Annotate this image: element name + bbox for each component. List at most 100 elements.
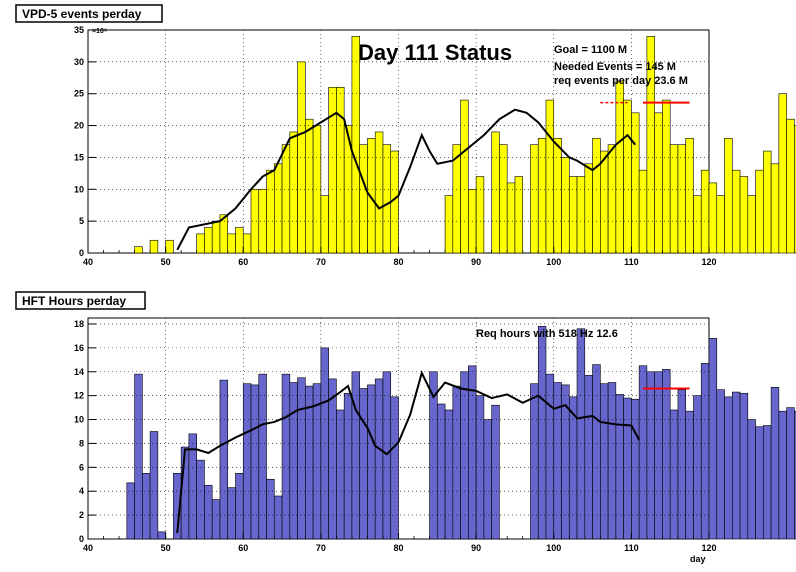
hft-bar (227, 487, 236, 540)
vpd-axes: 40 50 60 70 80 90 100 110 120 0 5 10 15 20 25 30 35 (74, 25, 717, 267)
vpd-y-tick-label: 35 (74, 25, 84, 35)
vpd-bar (770, 163, 780, 254)
hft-bar (390, 396, 399, 540)
hft-x-tick-label: 100 (546, 543, 561, 553)
hft-bar (126, 482, 135, 540)
vpd-bar (537, 138, 547, 254)
vpd-bar (273, 163, 283, 254)
vpd-bar (755, 169, 764, 254)
vpd-bar (506, 182, 516, 254)
vpd-bar (227, 233, 236, 254)
hft-bar (266, 478, 275, 540)
hft-bar (289, 382, 298, 540)
hft-bar (646, 371, 655, 540)
hft-bar (708, 338, 718, 540)
hft-bar (273, 495, 283, 540)
hft-bar (351, 371, 360, 540)
vpd-x-tick-label: 90 (471, 257, 481, 267)
vpd-bar (576, 176, 586, 254)
hft-bar (731, 391, 741, 540)
vpd-y-tick-label: 5 (79, 216, 84, 226)
hft-x-tick-label: 40 (83, 543, 93, 553)
hft-bar (196, 459, 205, 540)
hft-bar (584, 375, 593, 540)
vpd-y-tick-label: 10 (74, 184, 84, 194)
hft-bar (219, 379, 229, 540)
hft-y-tick-label: 6 (79, 462, 84, 472)
vpd-bars (134, 36, 796, 254)
hft-bar (600, 383, 609, 540)
hft-bar (149, 431, 159, 540)
hft-bar (545, 373, 555, 540)
hft-bar (211, 499, 221, 540)
hft-bar (794, 410, 796, 540)
hft-bar (359, 388, 368, 540)
hft-bar (747, 419, 756, 540)
hft-bar (530, 383, 539, 540)
hft-bar (204, 484, 213, 540)
hft-x-tick-label: 50 (161, 543, 171, 553)
hft-x-axis-label: day (690, 554, 706, 564)
hft-bar (724, 396, 733, 540)
vpd-bar (514, 176, 523, 254)
vpd-bar (211, 220, 221, 254)
hft-axes: 40 50 60 70 80 90 100 110 120 0 2 4 6 8 10 12 14 16 18 (74, 319, 717, 553)
vpd-series-line (176, 108, 637, 251)
vpd-bar (568, 176, 578, 254)
hft-bar (258, 373, 267, 540)
vpd-bar (491, 131, 500, 254)
hft-bar (623, 397, 632, 540)
vpd-title: VPD-5 events perday (22, 7, 142, 21)
hft-bar (134, 373, 143, 540)
hft-bar (343, 392, 353, 540)
vpd-bar (716, 195, 725, 254)
hft-bar (281, 373, 291, 540)
hft-y-tick-label: 8 (79, 438, 84, 448)
hft-y-tick-label: 4 (79, 486, 84, 496)
hft-x-tick-label: 90 (471, 543, 481, 553)
req-hours-label: Req hours with 518 Hz 12.6 (476, 328, 618, 340)
vpd-bar (545, 99, 555, 254)
hft-bar (491, 404, 500, 540)
hft-title: HFT Hours perday (22, 294, 126, 308)
hft-bar (250, 384, 260, 540)
vpd-x-tick-label: 50 (161, 257, 171, 267)
vpd-bar (444, 195, 454, 254)
hft-bar (778, 410, 787, 540)
vpd-x-tick-label: 40 (83, 257, 93, 267)
vpd-bar (134, 246, 143, 254)
vpd-bar (266, 169, 275, 254)
vpd-bar (708, 182, 718, 254)
hft-bar (654, 371, 663, 540)
hft-bar (468, 365, 477, 540)
vpd-bar (731, 169, 741, 254)
needed-events-label: Needed Events = 145 M (554, 61, 676, 73)
vpd-bar (359, 144, 368, 254)
vpd-bar (623, 99, 632, 254)
hft-bar (638, 365, 648, 540)
hft-y-tick-label: 10 (74, 415, 84, 425)
hft-bar (437, 403, 446, 540)
vpd-bar (778, 93, 787, 254)
vpd-x-tick-label: 80 (393, 257, 403, 267)
vpd-bar (242, 233, 252, 254)
hft-bars (126, 326, 796, 540)
vpd-x-tick-label: 70 (316, 257, 326, 267)
hft-average-line (176, 370, 690, 534)
vpd-bar (289, 131, 298, 254)
hft-bar (739, 392, 749, 540)
vpd-bar (631, 112, 640, 254)
hft-bar (576, 328, 586, 540)
hft-bar (763, 425, 772, 540)
hft-bar (755, 426, 764, 540)
hft-bar (336, 409, 345, 540)
vpd-y-multiplier: ×10⁶ (92, 28, 107, 35)
vpd-bar (258, 188, 267, 254)
vpd-bar (149, 239, 159, 254)
hft-x-tick-label: 70 (316, 543, 326, 553)
goal-label: Goal = 1100 M (554, 44, 627, 56)
vpd-bar (351, 36, 360, 254)
hft-y-tick-label: 12 (74, 391, 84, 401)
vpd-bar (724, 138, 733, 254)
